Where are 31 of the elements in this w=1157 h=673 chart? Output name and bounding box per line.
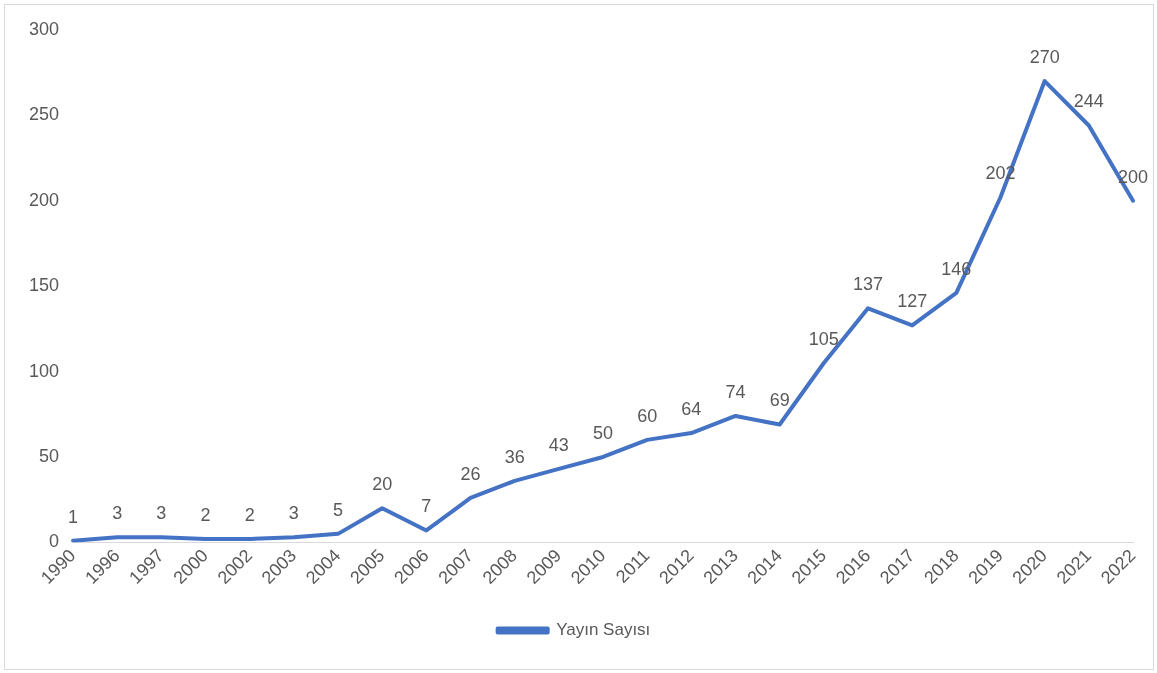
data-label: 5: [333, 499, 344, 520]
y-tick-label: 0: [49, 531, 60, 552]
data-label: 60: [637, 405, 658, 426]
data-label: 1: [68, 506, 79, 527]
data-label: 127: [897, 291, 928, 312]
data-label: 105: [808, 328, 839, 349]
data-label: 69: [769, 390, 790, 411]
y-tick-label: 300: [28, 18, 60, 39]
data-label: 200: [1117, 166, 1149, 187]
data-label: 2: [200, 504, 211, 525]
data-label: 137: [852, 274, 884, 295]
data-label: 244: [1073, 91, 1104, 112]
data-label: 64: [681, 399, 702, 420]
data-label: 270: [1029, 47, 1060, 68]
y-tick-label: 150: [28, 275, 60, 296]
data-label: 26: [460, 463, 481, 484]
data-label: 20: [372, 474, 393, 495]
data-label: 3: [112, 503, 123, 524]
data-label: 36: [504, 446, 525, 467]
y-tick-label: 250: [28, 104, 60, 125]
y-tick-label: 50: [39, 445, 60, 466]
data-label: 50: [593, 422, 614, 443]
data-label: 3: [156, 503, 167, 524]
data-label: 74: [725, 381, 746, 402]
data-label: 43: [548, 434, 569, 455]
data-label: 7: [421, 496, 432, 517]
y-tick-label: 200: [28, 189, 60, 210]
data-label: 3: [288, 503, 299, 524]
data-label: 2: [244, 504, 255, 525]
y-tick-label: 100: [28, 360, 60, 381]
legend-label: Yayın Sayısı: [556, 620, 651, 640]
